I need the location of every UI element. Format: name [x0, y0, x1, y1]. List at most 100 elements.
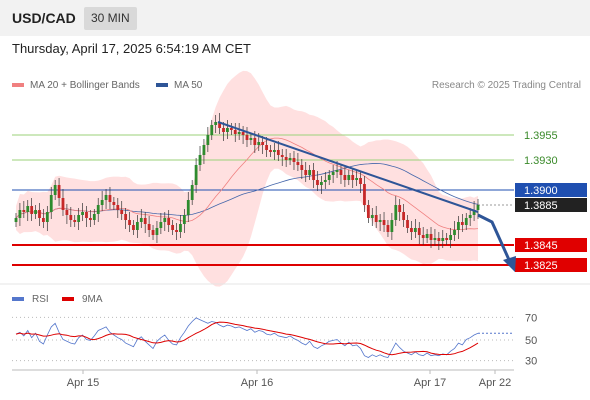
candle-body [249, 138, 253, 140]
timeframe-badge[interactable]: 30 MIN [84, 7, 137, 30]
candle-body [202, 145, 206, 155]
candle-body [441, 238, 445, 241]
candle-body [292, 158, 296, 162]
legend-ma20-label: MA 20 + Bollinger Bands [30, 80, 140, 91]
candle-body [218, 122, 221, 128]
ma50-swatch [156, 83, 168, 88]
candle-body [374, 215, 378, 222]
candle-68 [280, 149, 284, 166]
candle-body [464, 218, 468, 225]
candle-body [38, 210, 41, 218]
candle-body [276, 150, 280, 155]
candle-59 [245, 127, 249, 147]
candle-99 [402, 204, 406, 227]
candle-78 [319, 176, 323, 194]
candle-44 [186, 192, 190, 222]
candle-body [445, 238, 449, 240]
candle-body [296, 162, 300, 165]
chart-datetime: Thursday, April 17, 2025 6:54:19 AM CET [12, 41, 251, 56]
candle-body [88, 218, 92, 220]
legend-ma50-label: MA 50 [174, 80, 203, 91]
candle-5 [34, 205, 37, 219]
candle-110 [445, 233, 449, 245]
candle-46 [194, 158, 198, 193]
candle-body [14, 218, 18, 222]
candle-body [417, 228, 421, 235]
candle-80 [327, 170, 331, 185]
candle-98 [398, 199, 402, 221]
candle-32 [139, 209, 143, 228]
candle-body [42, 218, 45, 222]
research-credit: Research © 2025 Trading Central [431, 80, 581, 91]
candle-body [26, 206, 30, 212]
candle-4 [30, 198, 34, 221]
candle-body [429, 234, 433, 240]
candle-65 [269, 145, 272, 157]
rsi-ma-line [15, 321, 479, 356]
candle-96 [390, 213, 394, 240]
x-label-2: Apr 17 [414, 377, 446, 389]
candle-94 [382, 212, 386, 232]
candle-93 [378, 214, 382, 231]
candle-45 [190, 180, 194, 205]
candle-body [226, 128, 229, 132]
candle-body [182, 215, 186, 224]
candle-body [34, 210, 37, 214]
candle-6 [38, 203, 41, 226]
candle-19 [88, 210, 92, 227]
bollinger-band [16, 70, 478, 287]
candle-0 [14, 213, 18, 227]
candle-84 [343, 167, 347, 187]
candle-body [472, 210, 476, 215]
candle-body [382, 220, 386, 225]
candle-75 [308, 165, 312, 180]
candle-89 [363, 176, 366, 212]
candle-111 [449, 228, 452, 248]
candle-90 [366, 200, 370, 223]
level-tag-2 [515, 183, 587, 197]
candle-92 [374, 206, 378, 228]
candle-100 [406, 215, 409, 233]
candle-body [167, 218, 171, 225]
candle-101 [410, 221, 413, 240]
candle-15 [73, 215, 77, 227]
candle-76 [312, 163, 315, 188]
candle-114 [460, 214, 464, 232]
candle-body [355, 178, 359, 180]
candle-115 [464, 213, 468, 230]
rsi-line [15, 317, 479, 358]
candle-21 [96, 198, 100, 222]
candle-25 [112, 197, 116, 210]
candle-54 [226, 120, 229, 139]
candle-24 [108, 187, 112, 209]
rsi-tick-50: 50 [525, 335, 537, 347]
candle-102 [413, 219, 417, 238]
candle-86 [351, 168, 355, 188]
candle-body [30, 206, 34, 214]
candle-107 [433, 229, 437, 246]
candle-body [327, 175, 331, 180]
candle-2 [22, 201, 26, 218]
candle-body [347, 175, 351, 180]
candle-112 [453, 221, 456, 241]
candle-1 [18, 203, 22, 226]
candle-body [45, 212, 49, 222]
rsi-swatch [12, 297, 24, 301]
candle-64 [265, 137, 268, 157]
candle-42 [179, 215, 182, 238]
candle-70 [288, 153, 292, 165]
candle-71 [292, 151, 296, 170]
candle-body [433, 238, 437, 240]
candle-16 [77, 208, 81, 230]
candle-body [175, 230, 178, 232]
candle-body [413, 228, 417, 232]
rsi-tick-70: 70 [525, 312, 537, 324]
candle-body [128, 220, 131, 225]
candle-14 [69, 207, 73, 227]
candle-body [468, 215, 472, 218]
candle-body [351, 175, 355, 180]
candle-body [198, 155, 202, 165]
candle-body [116, 205, 120, 210]
candle-body [265, 145, 268, 150]
